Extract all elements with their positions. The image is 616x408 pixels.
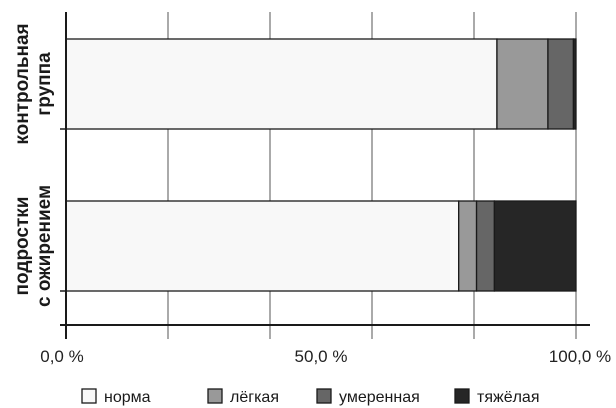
bar-segment-1-2 (496, 38, 549, 130)
x-tick-labels: 0,0 % 50,0 % 100,0 % (40, 347, 611, 366)
category-label-1-line-2: группа (34, 52, 55, 116)
bar-segment-2-2 (458, 200, 478, 292)
bar-segment-2-3 (475, 200, 496, 292)
legend-swatch-1 (81, 388, 97, 404)
bar-segment-2-4 (493, 200, 577, 292)
bar-segment-1-1 (65, 38, 498, 130)
category-label-2-line-2: с ожирением (34, 185, 55, 307)
category-label-1-line-1: контрольная (12, 23, 33, 144)
category-label-2-line-1: подростки (12, 197, 33, 296)
legend-label-3: умеренная (339, 389, 420, 406)
legend-label-2: лёгкая (230, 389, 279, 406)
x-tick-label: 100,0 % (549, 347, 611, 366)
bars (65, 38, 577, 292)
bar-segment-1-3 (547, 38, 575, 130)
legend: норма лёгкая умеренная тяжёлая (81, 388, 540, 406)
legend-swatch-2 (207, 388, 223, 404)
legend-label-1: норма (104, 389, 151, 406)
legend-label-4: тяжёлая (477, 389, 540, 406)
axes (60, 12, 590, 339)
x-tick-label: 0,0 % (40, 347, 83, 366)
category-labels: контрольная группа подростки с ожирением (12, 23, 55, 307)
legend-swatch-4 (454, 388, 470, 404)
bar-segment-2-1 (65, 200, 460, 292)
x-tick-label: 50,0 % (295, 347, 348, 366)
legend-swatch-3 (316, 388, 332, 404)
bar-segment-1-4 (572, 38, 577, 130)
